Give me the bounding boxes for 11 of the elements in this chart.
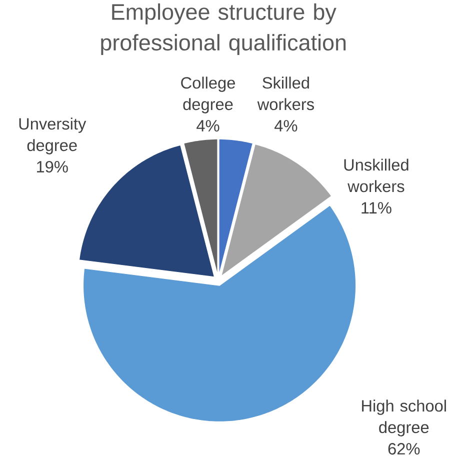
slice-label: Unversity degree — [19, 118, 86, 154]
data-label: 4% — [274, 120, 298, 132]
data-label: 11% — [362, 202, 392, 214]
data-label: 4% — [196, 120, 220, 132]
data-label: 19% — [37, 160, 68, 173]
slice-label: College degree — [181, 76, 235, 114]
slice-label: Unskilled workers — [344, 158, 408, 192]
chart-title: Employee structure by professional qualification — [101, 3, 346, 56]
slice-label: High school degree — [362, 400, 446, 436]
slice-label: Skilled workers — [257, 76, 314, 110]
data-label: 62% — [388, 443, 420, 455]
